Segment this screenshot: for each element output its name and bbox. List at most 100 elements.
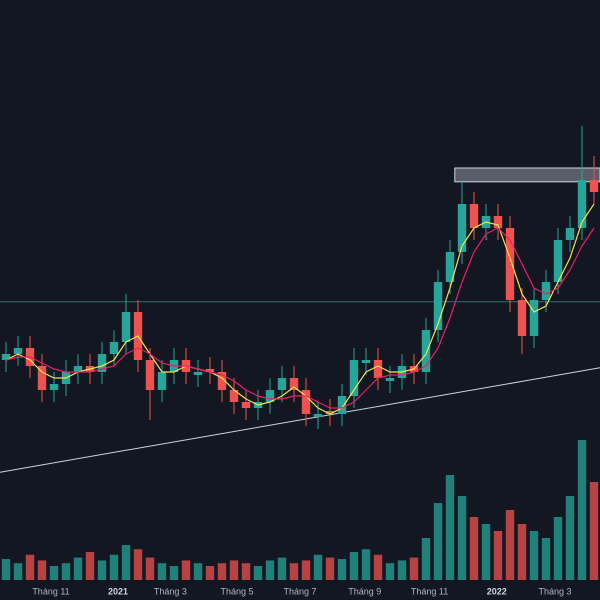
candle-body bbox=[241, 402, 251, 408]
candle-body bbox=[337, 396, 347, 414]
x-tick-label: Tháng 11 bbox=[411, 586, 448, 596]
volume-bar bbox=[409, 557, 419, 580]
candle-body bbox=[517, 300, 527, 336]
volume-bar bbox=[277, 557, 287, 580]
x-tick-label: Tháng 9 bbox=[348, 586, 381, 596]
volume-bar bbox=[481, 524, 491, 580]
candle-body bbox=[217, 372, 227, 390]
volume-bar bbox=[145, 557, 155, 580]
volume-bar bbox=[73, 557, 83, 580]
volume-bar bbox=[385, 563, 395, 580]
candle-body bbox=[325, 411, 335, 414]
volume-bar bbox=[325, 557, 335, 580]
volume-bar bbox=[1, 559, 11, 580]
candle-body bbox=[565, 228, 575, 240]
volume-bar bbox=[349, 552, 359, 580]
volume-bar bbox=[109, 554, 119, 580]
volume-bar bbox=[61, 563, 71, 580]
volume-bar bbox=[445, 475, 455, 580]
volume-bar bbox=[373, 554, 383, 580]
candle-body bbox=[553, 240, 563, 282]
volume-bar bbox=[301, 560, 311, 580]
volume-bar bbox=[577, 440, 587, 580]
x-tick-label: Tháng 7 bbox=[283, 586, 316, 596]
volume-bar bbox=[397, 560, 407, 580]
volume-bar bbox=[121, 545, 131, 580]
zone bbox=[454, 167, 600, 183]
volume-bar bbox=[457, 496, 467, 580]
trendline bbox=[0, 367, 600, 473]
x-tick-label: Tháng 5 bbox=[220, 586, 253, 596]
candle-body bbox=[349, 360, 359, 396]
volume-bar bbox=[133, 549, 143, 580]
candle-body bbox=[529, 300, 539, 336]
volume-bar bbox=[181, 560, 191, 580]
candle-body bbox=[193, 372, 203, 375]
x-tick-label: Tháng 11 bbox=[32, 586, 69, 596]
candle-body bbox=[457, 204, 467, 252]
volume-bar bbox=[193, 563, 203, 580]
moving-average bbox=[5, 227, 595, 409]
candle-body bbox=[145, 360, 155, 390]
candle-body bbox=[433, 282, 443, 330]
candle-body bbox=[109, 342, 119, 354]
volume-bar bbox=[253, 566, 263, 580]
volume-bar bbox=[241, 563, 251, 580]
candle-body bbox=[37, 366, 47, 390]
volume-bar bbox=[49, 566, 59, 580]
volume-bar bbox=[337, 559, 347, 580]
candle-body bbox=[589, 180, 599, 192]
volume-bar bbox=[289, 563, 299, 580]
volume-bar bbox=[157, 563, 167, 580]
candle-body bbox=[49, 384, 59, 390]
x-tick-label: Tháng 3 bbox=[538, 586, 571, 596]
volume-bar bbox=[529, 531, 539, 580]
volume-bar bbox=[265, 560, 275, 580]
volume-bar bbox=[169, 566, 179, 580]
volume-bar bbox=[97, 560, 107, 580]
candle-body bbox=[73, 366, 83, 372]
candle-body bbox=[265, 390, 275, 402]
volume-bar bbox=[361, 549, 371, 580]
candle-body bbox=[289, 378, 299, 390]
volume-bar bbox=[37, 560, 47, 580]
candle-body bbox=[385, 378, 395, 381]
candle-body bbox=[541, 282, 551, 300]
candle-body bbox=[301, 390, 311, 414]
volume-bar bbox=[229, 560, 239, 580]
volume-bar bbox=[433, 503, 443, 580]
candle-body bbox=[121, 312, 131, 342]
volume-bar bbox=[25, 554, 35, 580]
volume-bar bbox=[565, 496, 575, 580]
volume-bar bbox=[13, 563, 23, 580]
volume-bar bbox=[553, 517, 563, 580]
volume-bar bbox=[589, 482, 599, 580]
volume-bar bbox=[85, 552, 95, 580]
candle-body bbox=[373, 360, 383, 378]
candle-body bbox=[13, 348, 23, 354]
volume-bar bbox=[205, 566, 215, 580]
volume-bar bbox=[505, 510, 515, 580]
volume-bar bbox=[517, 524, 527, 580]
volume-bar bbox=[421, 538, 431, 580]
candle-body bbox=[1, 354, 11, 360]
candle-body bbox=[577, 180, 587, 228]
moving-average bbox=[5, 203, 595, 415]
x-tick-label: Tháng 3 bbox=[154, 586, 187, 596]
x-tick-label: 2021 bbox=[108, 586, 128, 596]
volume-bar bbox=[217, 563, 227, 580]
candle-body bbox=[493, 216, 503, 228]
candle-body bbox=[157, 372, 167, 390]
candle-body bbox=[445, 252, 455, 282]
x-tick-label: 2022 bbox=[487, 586, 507, 596]
candle-body bbox=[505, 228, 515, 300]
candle-body bbox=[361, 360, 371, 363]
candle-body bbox=[229, 390, 239, 402]
candle-body bbox=[97, 354, 107, 372]
candle-body bbox=[469, 204, 479, 228]
candle-body bbox=[313, 414, 323, 417]
volume-bar bbox=[493, 531, 503, 580]
volume-bar bbox=[313, 554, 323, 580]
